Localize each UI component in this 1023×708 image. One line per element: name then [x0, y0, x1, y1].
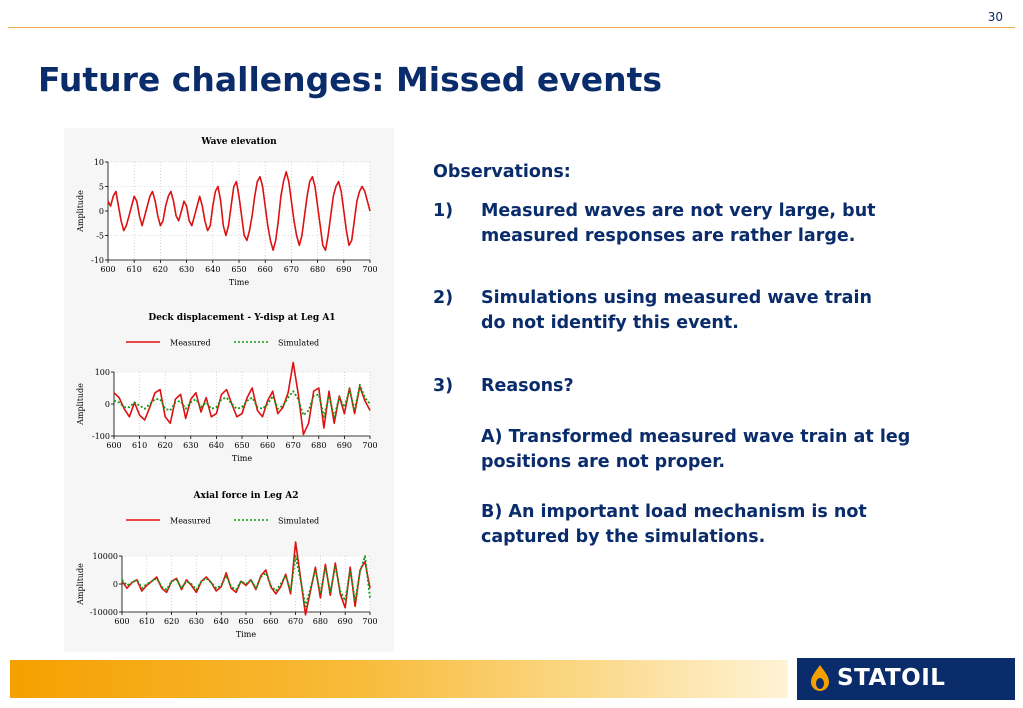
- x-tick-label: 620: [158, 441, 173, 450]
- chart-title: Wave elevation: [200, 137, 277, 147]
- x-tick-label: 670: [286, 441, 301, 450]
- chart-title: Deck displacement - Y-disp at Leg A1: [148, 313, 335, 323]
- x-tick-label: 610: [139, 617, 154, 626]
- item-2-line-2: do not identify this event.: [481, 313, 739, 333]
- x-tick-label: 690: [337, 441, 352, 450]
- observations-heading: Observations:: [433, 162, 571, 182]
- x-tick-label: 600: [100, 265, 115, 274]
- chart-deck-displacement: Deck displacement - Y-disp at Leg A1 Meas…: [76, 313, 378, 463]
- legend-label: Simulated: [278, 339, 319, 348]
- item-2-number: 2): [433, 288, 454, 308]
- top-rule: [8, 27, 1015, 28]
- x-tick-label: 680: [311, 441, 326, 450]
- x-tick-label: 640: [205, 265, 220, 274]
- item-3-line-7: captured by the simulations.: [481, 527, 766, 547]
- x-tick-label: 690: [336, 265, 351, 274]
- slide-title: Future challenges: Missed events: [38, 60, 663, 99]
- series-line-measured: [113, 361, 371, 436]
- y-tick-label: -100: [92, 432, 110, 441]
- x-tick-label: 700: [362, 617, 377, 626]
- x-tick-label: 650: [234, 441, 249, 450]
- x-tick-label: 670: [288, 617, 303, 626]
- y-axis-label: Amplitude: [76, 190, 85, 233]
- y-tick-label: -10: [91, 256, 104, 265]
- x-tick-label: 660: [263, 617, 278, 626]
- y-tick-label: -5: [96, 232, 104, 241]
- statoil-logo: STATOIL: [797, 658, 1015, 700]
- x-tick-label: 620: [153, 265, 168, 274]
- x-tick-label: 690: [338, 617, 353, 626]
- series-line-measured: [107, 170, 371, 251]
- legend-label: Measured: [170, 517, 211, 526]
- y-tick-label: 10000: [93, 552, 118, 561]
- flame-icon: [811, 665, 829, 691]
- x-axis-label: Time: [236, 630, 256, 639]
- x-tick-label: 660: [260, 441, 275, 450]
- series-line-simulated: [113, 383, 371, 418]
- item-3-line-4: positions are not proper.: [481, 452, 726, 472]
- chart-wave-elevation: Wave elevation 600 610 620 630 640 650 660 670 68…: [76, 137, 378, 287]
- item-3-line-6: B) An important load mechanism is not: [481, 502, 867, 522]
- chart-axial-force: Axial force in Leg A2 Measured Simulated 60…: [76, 491, 378, 639]
- y-tick-label: 5: [99, 183, 104, 192]
- x-tick-label: 660: [258, 265, 273, 274]
- y-tick-label: 10: [94, 158, 104, 167]
- y-tick-label: 0: [99, 207, 104, 216]
- y-tick-label: -10000: [90, 608, 118, 617]
- x-tick-label: 630: [179, 265, 194, 274]
- footer-bar: [10, 660, 788, 698]
- x-tick-label: 680: [313, 617, 328, 626]
- item-2-line-1: Simulations using measured wave train: [481, 288, 872, 308]
- x-tick-label: 640: [214, 617, 229, 626]
- x-tick-label: 620: [164, 617, 179, 626]
- y-tick-label: 0: [105, 400, 110, 409]
- x-axis-label: Time: [232, 454, 252, 463]
- x-tick-label: 640: [209, 441, 224, 450]
- item-3-line-1: Reasons?: [481, 376, 574, 396]
- item-1-line-1: Measured waves are not very large, but: [481, 201, 876, 221]
- y-axis-label: Amplitude: [76, 563, 85, 606]
- x-tick-label: 630: [189, 617, 204, 626]
- x-tick-label: 610: [127, 265, 142, 274]
- logo-text: STATOIL: [837, 665, 946, 691]
- x-tick-label: 700: [362, 265, 377, 274]
- y-axis-label: Amplitude: [76, 383, 85, 426]
- x-tick-label: 600: [106, 441, 121, 450]
- legend-label: Measured: [170, 339, 211, 348]
- x-axis-label: Time: [229, 278, 249, 287]
- y-tick-label: 100: [95, 368, 110, 377]
- item-3-number: 3): [433, 376, 454, 396]
- x-tick-label: 680: [310, 265, 325, 274]
- legend-label: Simulated: [278, 517, 319, 526]
- x-tick-label: 650: [238, 617, 253, 626]
- x-tick-label: 610: [132, 441, 147, 450]
- x-tick-label: 650: [231, 265, 246, 274]
- item-1-number: 1): [433, 201, 454, 221]
- item-3-line-3: A) Transformed measured wave train at le…: [481, 427, 911, 447]
- y-tick-label: 0: [113, 580, 118, 589]
- chart-title: Axial force in Leg A2: [193, 491, 299, 501]
- x-tick-label: 600: [114, 617, 129, 626]
- x-tick-label: 700: [362, 441, 377, 450]
- page-number: 30: [987, 10, 1003, 24]
- x-tick-label: 630: [183, 441, 198, 450]
- item-1-line-2: measured responses are rather large.: [481, 226, 856, 246]
- x-tick-label: 670: [284, 265, 299, 274]
